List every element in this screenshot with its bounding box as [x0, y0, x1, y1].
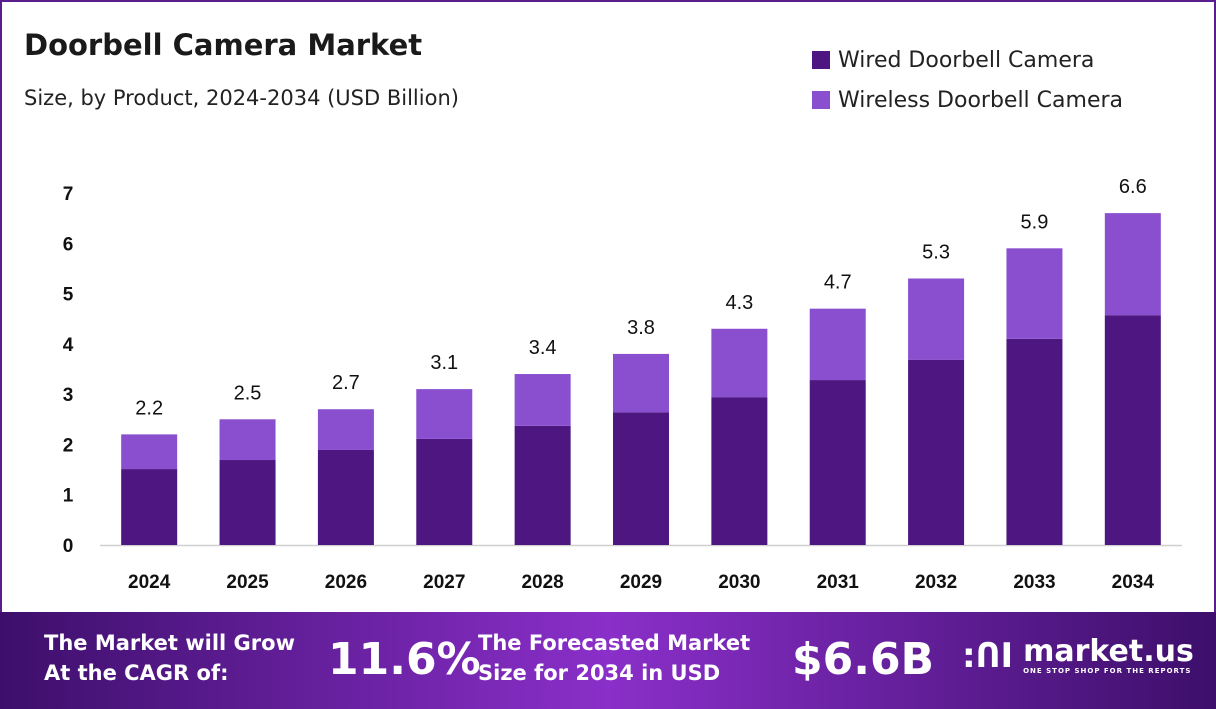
market-us-logo: :ՈI market.us ONE STOP SHOP FOR THE REPOR…	[962, 636, 1194, 676]
forecast-label-line: Size for 2034 in USD	[478, 661, 721, 685]
legend-label: Wired Doorbell Camera	[838, 47, 1095, 73]
bar-wireless-2033	[1006, 248, 1063, 339]
bar-wireless-2034	[1104, 213, 1161, 316]
y-tick-label: 5	[63, 285, 74, 306]
y-tick-label: 1	[63, 486, 74, 507]
bar-wireless-2026	[317, 409, 374, 450]
footer-banner: The Market will Grow At the CAGR of: 11.6…	[0, 612, 1216, 709]
bar-wired-2031	[809, 380, 866, 545]
data-label: 2.2	[135, 397, 163, 419]
bar-wired-2033	[1006, 338, 1063, 545]
legend-item-wired: Wired Doorbell Camera	[812, 40, 1123, 80]
data-label: 6.6	[1119, 176, 1147, 198]
forecast-label: The Forecasted Market Size for 2034 in US…	[478, 628, 750, 688]
legend-swatch-wired	[812, 51, 830, 69]
y-tick-label: 4	[63, 335, 74, 356]
cagr-value: 11.6%	[328, 634, 481, 685]
x-tick-label: 2033	[1013, 572, 1055, 593]
bar-wired-2034	[1104, 315, 1161, 545]
legend: Wired Doorbell Camera Wireless Doorbell …	[812, 40, 1123, 120]
x-tick-label: 2030	[718, 572, 760, 593]
chart-title: Doorbell Camera Market	[24, 28, 423, 62]
data-label: 2.5	[234, 382, 262, 404]
logo-tagline: ONE STOP SHOP FOR THE REPORTS	[1023, 667, 1192, 675]
x-tick-label: 2026	[325, 572, 367, 593]
y-tick-label: 6	[63, 234, 74, 255]
data-label: 2.7	[332, 372, 360, 394]
bar-chart: 0 1 2 3 4 5 6 7 2.2 2024 2.5 2025 2.7 2026 3.1 2027 3.4 2…	[63, 176, 1182, 593]
logo-name: market.us	[1023, 634, 1194, 669]
x-tick-label: 2032	[915, 572, 957, 593]
bar-wireless-2030	[711, 328, 768, 398]
bar-wired-2026	[317, 449, 374, 545]
cagr-label-line: The Market will Grow	[44, 631, 295, 655]
bar-wired-2029	[613, 412, 669, 545]
bar-wireless-2029	[613, 353, 669, 413]
x-tick-label: 2029	[620, 572, 662, 593]
bar-wireless-2028	[514, 374, 571, 426]
data-label: 3.4	[529, 337, 557, 359]
data-label: 3.1	[430, 352, 458, 374]
bar-wireless-2024	[121, 434, 178, 470]
bar-wired-2030	[711, 397, 768, 545]
x-tick-label: 2028	[521, 572, 563, 593]
chart-subtitle: Size, by Product, 2024-2034 (USD Billion…	[24, 86, 459, 110]
legend-swatch-wireless	[812, 91, 830, 109]
data-label: 3.8	[627, 317, 655, 339]
bar-wired-2027	[416, 438, 473, 545]
y-tick-label: 2	[63, 435, 74, 456]
y-tick-label: 3	[63, 385, 74, 406]
legend-item-wireless: Wireless Doorbell Camera	[812, 80, 1123, 120]
x-tick-label: 2034	[1112, 572, 1155, 593]
logo-mark-icon: :ՈI	[962, 636, 1014, 676]
legend-label: Wireless Doorbell Camera	[838, 87, 1124, 113]
forecast-label-line: The Forecasted Market	[478, 631, 751, 655]
x-tick-label: 2027	[423, 572, 465, 593]
data-label: 4.3	[725, 292, 753, 314]
y-tick-label: 7	[63, 184, 74, 205]
bar-wired-2028	[514, 425, 571, 545]
bar-wireless-2031	[809, 308, 866, 381]
data-label: 4.7	[824, 272, 852, 294]
x-tick-label: 2031	[817, 572, 860, 593]
data-label: 5.3	[922, 241, 950, 263]
data-label: 5.9	[1021, 211, 1049, 233]
bar-wired-2024	[121, 469, 178, 545]
bar-wired-2032	[908, 359, 965, 545]
cagr-label: The Market will Grow At the CAGR of:	[44, 628, 295, 688]
bar-wireless-2025	[219, 419, 276, 461]
forecast-value: $6.6B	[792, 634, 935, 685]
cagr-label-line: At the CAGR of:	[44, 661, 229, 685]
y-tick-label: 0	[63, 536, 74, 557]
x-tick-label: 2025	[226, 572, 269, 593]
bar-wired-2025	[219, 460, 276, 545]
bar-wireless-2027	[416, 389, 473, 439]
bar-wireless-2032	[908, 278, 965, 360]
x-tick-label: 2024	[128, 572, 171, 593]
